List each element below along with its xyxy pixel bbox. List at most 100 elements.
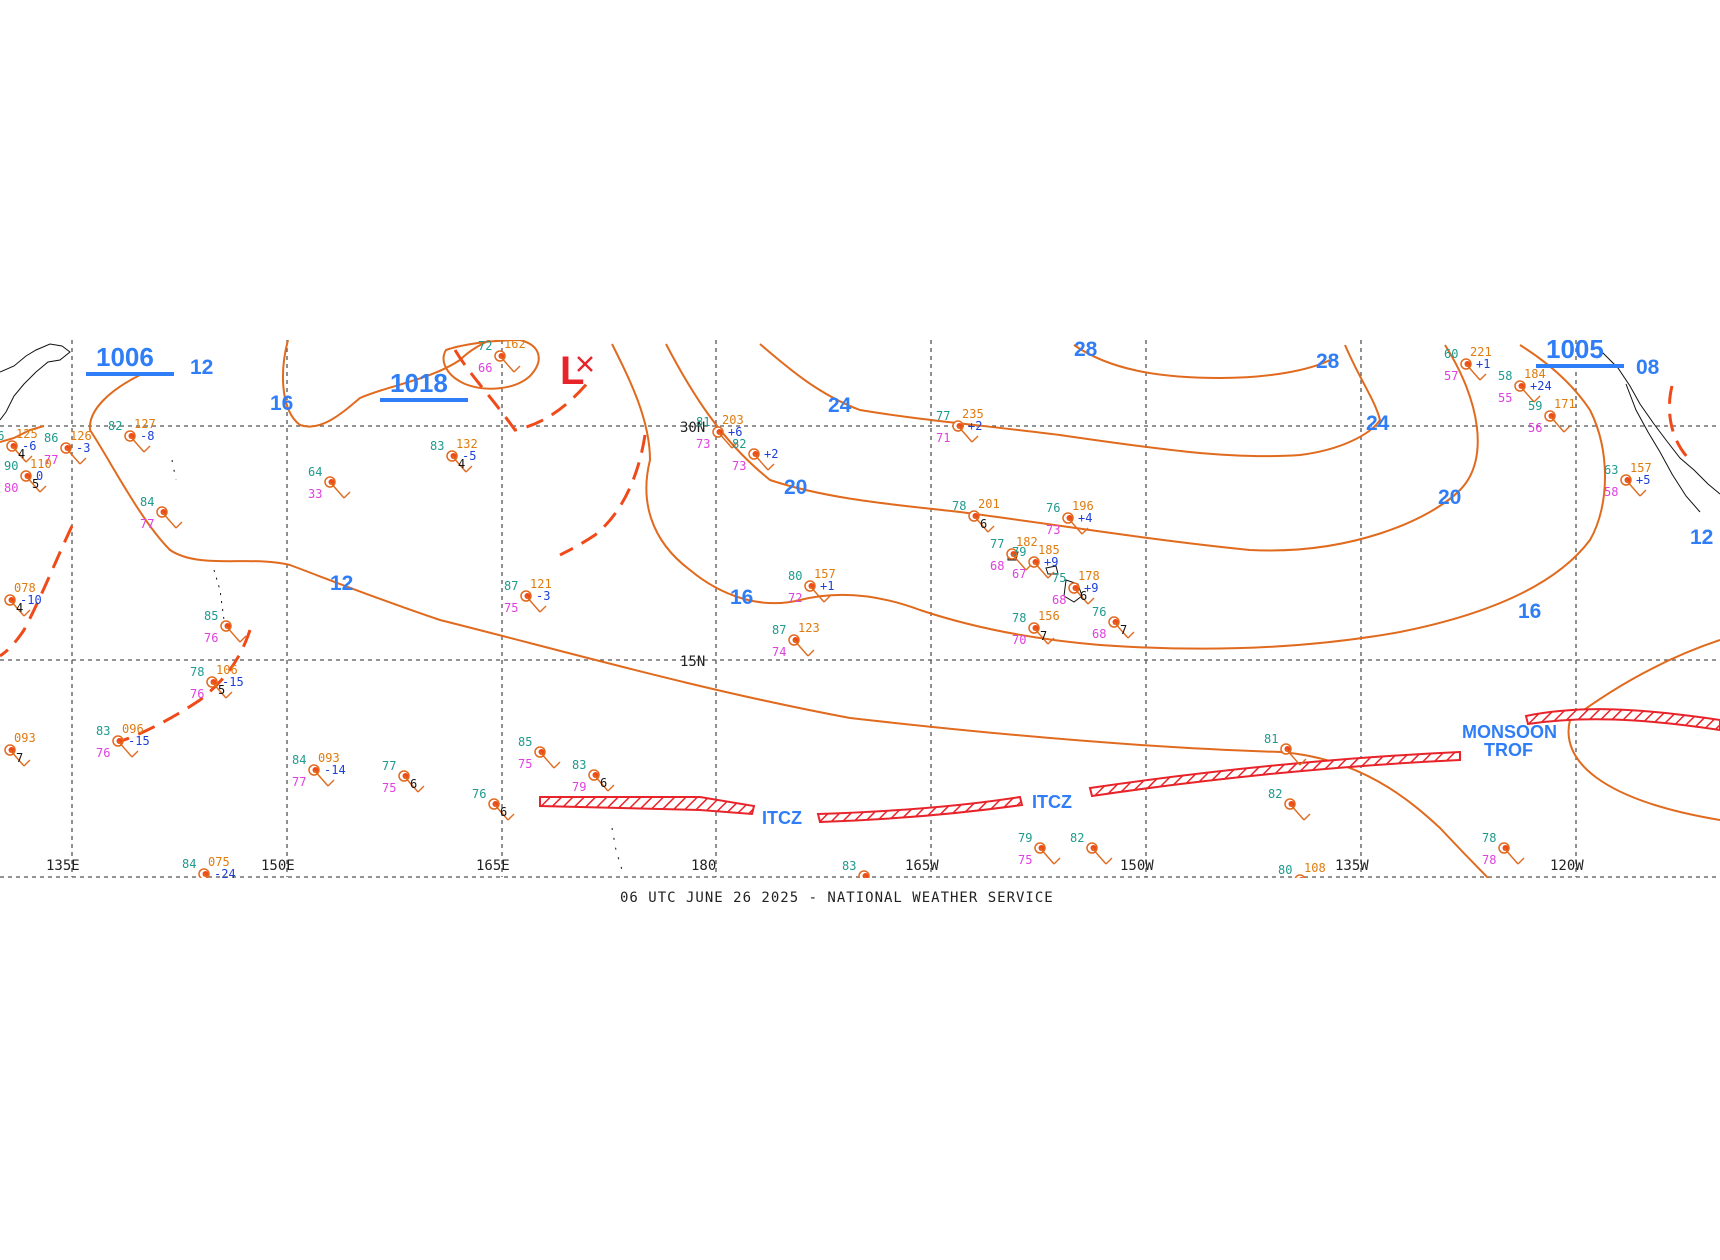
wind-barb <box>809 585 831 603</box>
wind-barb <box>1033 627 1055 645</box>
temperature-value: 75 <box>1052 571 1066 585</box>
isobar-1018-ring <box>442 340 540 390</box>
pressure-value: 185 <box>1038 543 1060 557</box>
station-plot: 82 73 +2 <box>732 437 778 473</box>
pressure-centers: 1006 1018 1005 <box>86 340 1624 402</box>
isobar-label-12-ne: 12 <box>1690 526 1713 549</box>
station-plot: 64 33 <box>308 465 351 501</box>
station-plot: 82 <box>1268 787 1311 821</box>
marianas-dots <box>213 569 225 621</box>
dewpoint-value: 67 <box>1012 567 1026 581</box>
wind-barb <box>1091 847 1113 865</box>
itcz-band-west <box>539 796 756 816</box>
pressure-center-1018: 1018 <box>390 368 448 398</box>
station-cloud-cover <box>160 509 167 515</box>
station-cloud-cover <box>752 451 759 457</box>
station-plot: 83 79 6 <box>572 758 615 794</box>
isobar-label-28-c: 28 <box>1074 338 1098 361</box>
lon-label-165w: 165W <box>905 858 939 874</box>
low-x-mark-b <box>577 356 593 372</box>
station-plot: 81 <box>1264 732 1307 766</box>
station-cloud-cover <box>492 801 499 807</box>
wind-barb <box>203 873 209 878</box>
wind-barb <box>957 425 979 443</box>
pressure-value: 132 <box>456 437 478 451</box>
station-cloud-cover <box>1112 619 1119 625</box>
pressure-tendency: +5 <box>1636 473 1650 487</box>
pressure-value: 178 <box>1078 569 1100 583</box>
isobar-west-corner <box>0 425 45 443</box>
isobar-labels: 12 16 12 16 24 20 28 28 24 20 16 08 12 <box>190 338 1713 623</box>
temperature-value: 78 <box>1012 611 1026 625</box>
station-cloud-cover <box>10 443 17 449</box>
dewpoint-value: 66 <box>478 361 492 375</box>
dewpoint-value: 73 <box>696 437 710 451</box>
station-cloud-cover <box>24 473 31 479</box>
itcz-band-center <box>816 795 1024 824</box>
monsoon-trough-band <box>1524 708 1720 732</box>
wind-barb <box>9 599 31 617</box>
station-plot: 79 185 67 +9 <box>1012 543 1060 581</box>
station-cloud-cover <box>312 767 319 773</box>
temperature-value: 72 <box>478 339 492 353</box>
isobar-monsoon-east <box>1567 639 1720 821</box>
isobar-label-12-w: 12 <box>330 572 353 595</box>
station-cloud-cover <box>450 453 457 459</box>
pressure-value: 093 <box>14 731 36 745</box>
pressure-tendency: -10 <box>20 593 42 607</box>
dewpoint-value: 55 <box>1498 391 1512 405</box>
station-plot: 85 75 <box>518 735 561 771</box>
monsoon-label-line2: TROF <box>1484 740 1533 760</box>
pressure-value: 171 <box>1554 397 1576 411</box>
dewpoint-value: 75 <box>504 601 518 615</box>
station-cloud-cover <box>224 623 231 629</box>
station-cloud-cover <box>1072 585 1079 591</box>
isobar-label-16-c: 16 <box>730 586 753 609</box>
temperature-value: 60 <box>1444 347 1458 361</box>
pressure-tendency: -8 <box>140 429 154 443</box>
station-plot: 76 68 7 <box>1092 605 1135 641</box>
station-plot: 87 123 74 <box>772 621 820 659</box>
wind-barb <box>313 769 335 787</box>
station-cloud-cover <box>1624 477 1631 483</box>
pressure-tendency: +9 <box>1084 581 1098 595</box>
weather-value: 4 <box>16 601 23 615</box>
dewpoint-value: 71 <box>936 431 950 445</box>
dewpoint-value: 57 <box>1444 369 1458 383</box>
wind-barb <box>753 453 775 471</box>
isobar-label-20-e: 20 <box>1438 486 1461 509</box>
temperature-value: 64 <box>308 465 322 479</box>
temperature-value: 86 <box>44 431 58 445</box>
temperature-value: 86 <box>0 429 4 443</box>
pressure-tendency: +9 <box>1044 555 1058 569</box>
pressure-value: 196 <box>1072 499 1094 513</box>
pressure-value: 123 <box>798 621 820 635</box>
pressure-value: 162 <box>504 337 526 351</box>
temperature-value: 76 <box>472 787 486 801</box>
dewpoint-value: 75 <box>1018 853 1032 867</box>
temperature-value: 78 <box>190 665 204 679</box>
station-plot: 83 096 76 -15 <box>96 722 150 760</box>
weather-value: 5 <box>32 477 39 491</box>
isobar-label-16-nw: 16 <box>270 392 293 415</box>
station-cloud-cover <box>538 749 545 755</box>
wind-barb <box>403 775 425 793</box>
pressure-value: 078 <box>14 581 36 595</box>
station-plot: 77 75 6 <box>382 759 425 795</box>
temperature-value: 81 <box>1264 732 1278 746</box>
station-cloud-cover <box>498 353 505 359</box>
pressure-tendency: -15 <box>128 734 150 748</box>
temperature-value: 82 <box>1070 831 1084 845</box>
station-plot: 84 093 77 -14 <box>292 751 346 789</box>
pressure-tendency: -5 <box>462 449 476 463</box>
station-cloud-cover <box>1299 877 1304 878</box>
pressure-value: 184 <box>1524 367 1546 381</box>
station-circle <box>1294 874 1306 878</box>
pressure-tendency: -6 <box>22 439 36 453</box>
map-footer: 06 UTC JUNE 26 2025 - NATIONAL WEATHER S… <box>620 890 1054 906</box>
temperature-value: 84 <box>182 857 196 871</box>
japan-coast <box>0 343 71 421</box>
wind-barb <box>161 511 183 529</box>
wind-barb <box>1113 621 1135 639</box>
